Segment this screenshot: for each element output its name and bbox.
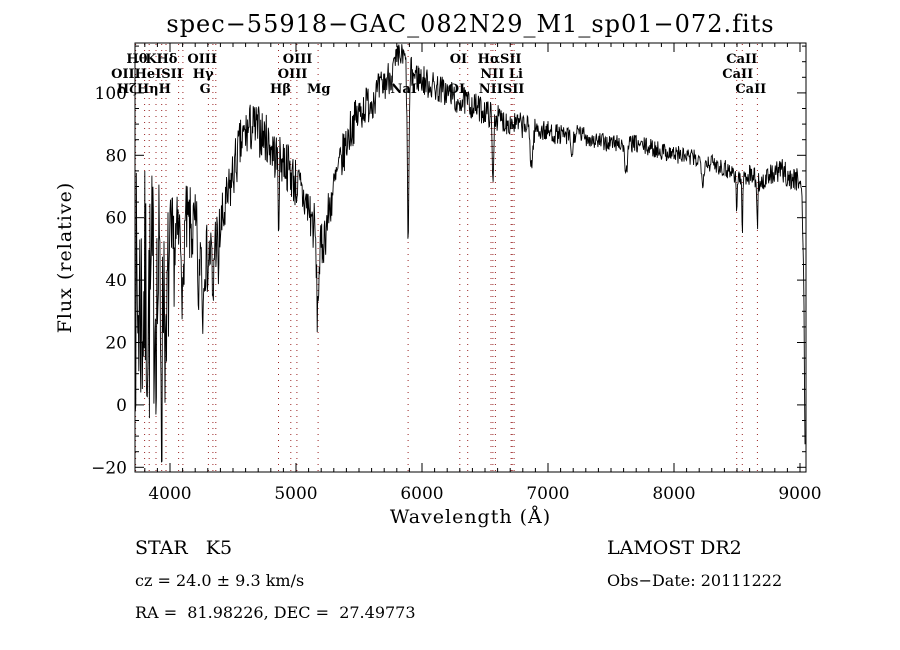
line-label: OI (450, 52, 467, 67)
plot-title: spec−55918−GAC_082N29_M1_sp01−072.fits (166, 10, 775, 38)
x-tick-label: 9000 (778, 484, 821, 504)
line-label: Hδ (157, 52, 178, 67)
line-label: OIII (187, 52, 217, 67)
line-label: Hβ (270, 82, 291, 97)
x-tick-label: 7000 (526, 484, 569, 504)
y-tick-label: 80 (105, 146, 127, 166)
x-tick-label: 5000 (274, 484, 317, 504)
x-tick-label: 4000 (148, 484, 191, 504)
line-label: NaI (391, 82, 417, 97)
y-tick-labels: −20 0 20 40 60 80 100 (91, 84, 127, 478)
y-tick-label: 100 (95, 84, 127, 104)
ra-dec-text: RA = 81.98226, DEC = 27.49773 (135, 603, 416, 622)
x-tick-labels: 4000 5000 6000 7000 8000 9000 (148, 484, 821, 504)
line-label: OI (448, 82, 465, 97)
y-tick-label: −20 (91, 458, 127, 478)
x-tick-label: 6000 (400, 484, 443, 504)
line-label: HζHηH (117, 82, 171, 97)
line-label: CaII (722, 67, 753, 82)
line-label: Mg (307, 82, 330, 97)
line-label: HαSII (478, 52, 522, 67)
line-label: NII Li (480, 67, 523, 82)
line-label: CaII (735, 82, 766, 97)
cz-velocity-text: cz = 24.0 ± 9.3 km/s (135, 571, 305, 590)
y-tick-label: 40 (105, 271, 127, 291)
plot-box (134, 42, 807, 473)
y-tick-label: 20 (105, 334, 127, 354)
object-class-text: STAR K5 (135, 537, 233, 559)
x-tick-label: 8000 (652, 484, 695, 504)
obs-date-text: Obs−Date: 20111222 (607, 571, 783, 590)
line-label: OIII (278, 67, 308, 82)
spectral-line-markers (135, 44, 758, 471)
y-tick-label: 60 (105, 209, 127, 229)
x-axis-label: Wavelength (Å) (389, 506, 552, 528)
line-label: Hθ (126, 52, 147, 67)
line-label: NIISII (479, 82, 525, 97)
line-label: CaII (726, 52, 757, 67)
y-tick-label: 0 (116, 396, 127, 416)
spectrum-trace (134, 44, 806, 463)
survey-release-text: LAMOST DR2 (607, 537, 742, 559)
line-label: OIIHeISII (111, 67, 183, 82)
axis-ticks (135, 43, 806, 472)
y-axis-label: Flux (relative) (54, 181, 76, 334)
line-label: K (145, 52, 157, 67)
line-label: OIII (283, 52, 313, 67)
line-label: G (200, 82, 211, 97)
line-label: Hγ (193, 67, 214, 82)
